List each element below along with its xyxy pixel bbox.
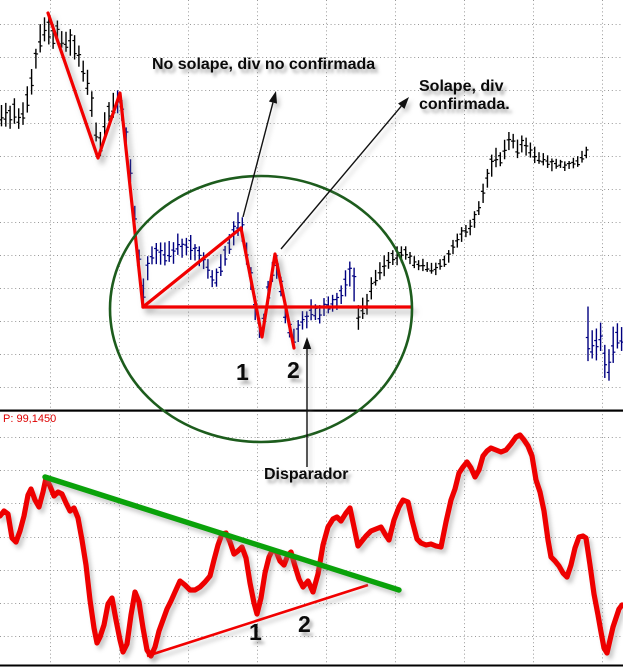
zigzag-lines bbox=[46, 11, 413, 350]
indicator-line bbox=[0, 432, 623, 659]
zigzag-trend-up bbox=[141, 226, 243, 309]
indicator-red-trendline bbox=[146, 583, 369, 658]
arrow-no-solape bbox=[242, 91, 278, 218]
label-two-indicator: 2 bbox=[298, 611, 311, 637]
annotation-disparador: Disparador bbox=[264, 466, 349, 483]
highlight-ellipse bbox=[108, 174, 414, 444]
zigzag-leg-b bbox=[239, 226, 296, 350]
label-two-price: 2 bbox=[287, 357, 300, 383]
bottom-border bbox=[0, 664, 623, 667]
label-one-price: 1 bbox=[236, 359, 249, 385]
panel-separator bbox=[0, 409, 623, 412]
annotation-solape: Solape, div confirmada. bbox=[419, 78, 510, 114]
zigzag-leg-a bbox=[46, 11, 145, 309]
indicator-green-trendline bbox=[42, 474, 402, 593]
arrow-disparador bbox=[302, 337, 312, 467]
arrow-solape bbox=[280, 97, 409, 250]
indicator-price-readout: P: 99,1450 bbox=[3, 413, 57, 425]
label-one-indicator: 1 bbox=[249, 619, 262, 645]
annotation-no-solape: No solape, div no confirmada bbox=[152, 56, 376, 73]
